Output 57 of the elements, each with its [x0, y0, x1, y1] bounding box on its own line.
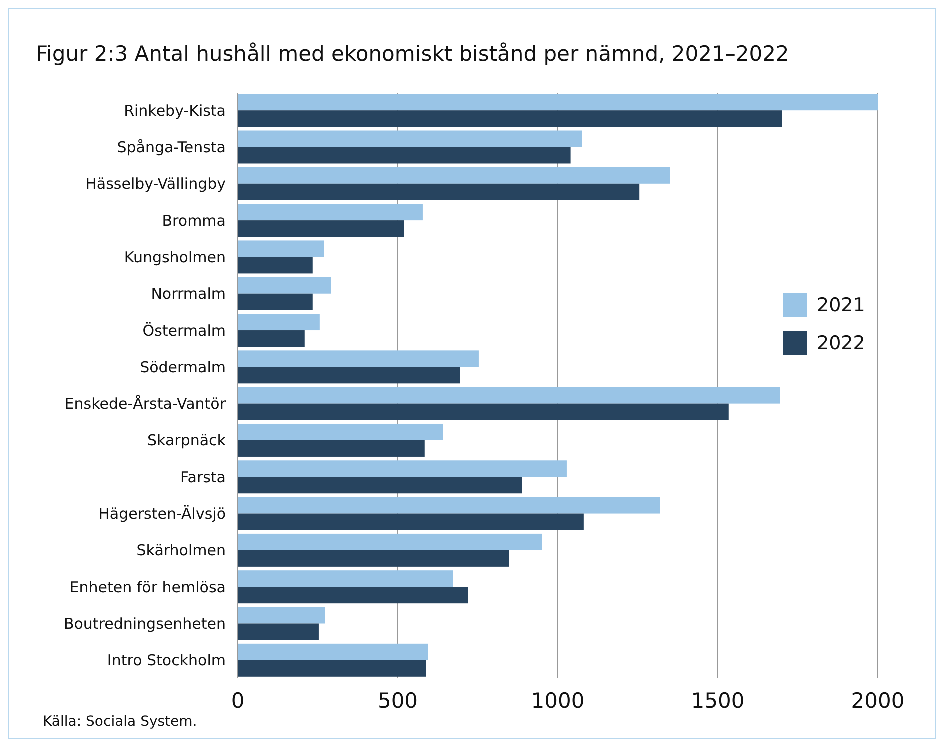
y-tick-label: Södermalm — [140, 358, 226, 376]
y-tick-label: Enheten för hemlösa — [70, 578, 226, 596]
bar — [238, 110, 782, 128]
legend-label: 2021 — [817, 294, 866, 317]
x-tick-label: 2000 — [851, 689, 905, 713]
bar — [238, 477, 522, 494]
bar — [238, 607, 326, 624]
bar — [238, 460, 567, 478]
bar — [238, 550, 510, 567]
y-tick-label: Enskede-Årsta-Vantör — [64, 395, 227, 414]
y-tick-label: Hägersten-Älvsjö — [98, 505, 226, 524]
bar — [238, 314, 320, 331]
bar — [238, 130, 582, 148]
y-tick-label: Östermalm — [142, 322, 226, 340]
bar — [238, 660, 426, 677]
chart-title: Figur 2:3 Antal hushåll med ekonomiskt bistånd per nämnd, 2021–2022 — [36, 42, 790, 66]
bar — [238, 570, 454, 588]
bar — [238, 167, 670, 184]
bar — [238, 367, 460, 384]
y-tick-label: Farsta — [180, 468, 226, 486]
bar — [238, 624, 319, 640]
bar — [238, 350, 479, 368]
y-tick-label: Kungsholmen — [124, 248, 226, 266]
y-tick-label: Skärholmen — [136, 542, 226, 560]
bar — [238, 497, 660, 514]
bar — [238, 204, 423, 221]
bar — [238, 387, 780, 404]
bar — [238, 94, 878, 111]
bar — [238, 330, 305, 348]
bar — [238, 644, 428, 660]
y-tick-label: Skarpnäck — [148, 432, 226, 450]
x-tick-label: 1000 — [531, 689, 585, 713]
text: Källa: Sociala System. — [43, 714, 198, 730]
bar — [238, 277, 332, 294]
bar — [238, 534, 542, 550]
bar — [238, 257, 313, 274]
y-tick-label: Intro Stockholm — [107, 652, 226, 670]
legend-label: 2022 — [817, 332, 866, 355]
bar — [238, 147, 571, 164]
bar — [238, 424, 444, 440]
x-tick-label: 1500 — [691, 689, 745, 713]
y-tick-label: Hässelby-Vällingby — [86, 175, 226, 194]
bar — [238, 240, 324, 258]
bar — [238, 404, 729, 420]
x-tick-label: 500 — [378, 689, 418, 713]
y-tick-label: Boutredningsenheten — [64, 615, 226, 633]
bar — [238, 184, 640, 200]
bar — [238, 587, 468, 604]
bar — [238, 514, 584, 530]
bar — [238, 220, 404, 238]
x-tick-label: 0 — [231, 689, 245, 713]
y-tick-label: Rinkeby-Kista — [124, 102, 226, 120]
bar — [238, 294, 313, 310]
y-tick-label: Spånga-Tensta — [117, 138, 226, 156]
y-tick-label: Norrmalm — [151, 285, 226, 304]
bar — [238, 440, 425, 457]
y-tick-label: Bromma — [162, 212, 226, 230]
